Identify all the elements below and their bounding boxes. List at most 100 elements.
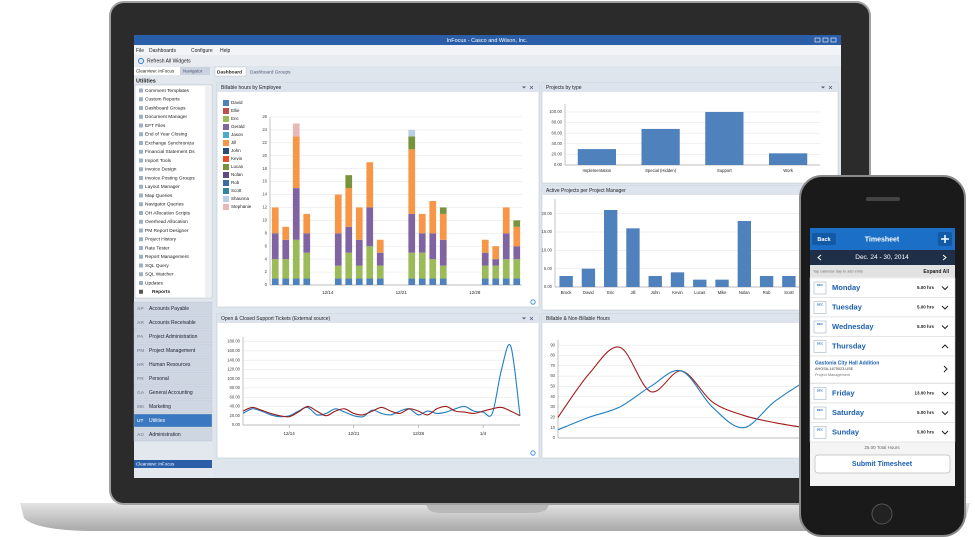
module-code: PM (137, 348, 144, 354)
tree-item[interactable]: Financial Statement Ds (145, 149, 195, 155)
phone: Back Timesheet Dec. 24 - 30, 2014 Tap calen… (799, 175, 966, 537)
bar-segment (513, 246, 521, 260)
bar (559, 276, 573, 287)
menu-item[interactable]: Help (220, 48, 231, 54)
dashboard-tab[interactable] (214, 66, 247, 77)
bar-segment (513, 226, 521, 247)
next-week[interactable] (942, 254, 947, 261)
module-row[interactable] (133, 413, 213, 428)
tree-item[interactable]: PM Report Designer (145, 228, 189, 234)
day-row[interactable] (809, 422, 956, 443)
module-row[interactable] (133, 329, 213, 344)
widget-close[interactable] (828, 85, 833, 90)
tree-item[interactable]: Rate Tester (145, 245, 170, 251)
sidebar-tab-label[interactable]: Navigator (183, 69, 203, 74)
back-button[interactable] (812, 233, 836, 245)
module-row[interactable] (133, 357, 213, 372)
bar-segment (502, 278, 510, 285)
tree-item[interactable]: Invoice Posting Groups (145, 175, 195, 181)
tree-item[interactable]: Invoice Design (145, 167, 177, 173)
x-tick-label: 12/21 (348, 431, 360, 436)
phone-speaker (866, 197, 900, 201)
x-tick-label: Implementation (583, 168, 612, 173)
refresh-icon (138, 58, 144, 64)
tree-item[interactable]: Project History (145, 237, 177, 243)
tree-item[interactable]: EFT Files (145, 123, 166, 129)
day-chevron (941, 305, 949, 310)
phone-screen: Back Timesheet Dec. 24 - 30, 2014 Tap calen… (809, 228, 956, 474)
add-icon (941, 235, 949, 243)
widget-menu[interactable] (522, 86, 526, 89)
menu-item[interactable]: File (136, 48, 144, 54)
bar-segment (408, 149, 416, 214)
sidebar-tab-label[interactable]: Clearview: InFocus (136, 69, 175, 74)
widget-header (542, 83, 838, 92)
tree-item[interactable]: OH Allocation Scripts (145, 210, 191, 216)
tree-item[interactable]: Exchange Synchroniza (145, 140, 194, 146)
submit-button[interactable] (814, 454, 951, 474)
tree-item[interactable]: End of Year Closing (145, 132, 187, 138)
day-name: Tuesday (832, 302, 863, 311)
tree-icon (139, 184, 143, 189)
expand-all[interactable]: Expand All (923, 269, 949, 275)
menu-item[interactable]: Dashboards (149, 48, 176, 54)
tree-item[interactable]: Overhead Allocation (145, 219, 188, 225)
bar-segment (439, 213, 447, 240)
tree-item[interactable]: Dashboard Groups (145, 105, 186, 111)
module-row[interactable] (133, 301, 213, 316)
menu-item[interactable]: Configure (191, 48, 213, 54)
x-tick-label: Special (Hidden) (645, 168, 677, 173)
module-row[interactable] (133, 371, 213, 386)
widget-menu[interactable] (821, 86, 825, 89)
sidebar-section: Utilities (136, 78, 156, 84)
module-row[interactable] (133, 343, 213, 358)
legend-swatch (223, 140, 229, 146)
tree-item[interactable]: Reports (152, 289, 170, 295)
title-bar (134, 35, 841, 45)
module-row[interactable] (133, 427, 213, 442)
tree-item[interactable]: Custom Reports (145, 97, 180, 103)
prev-week[interactable] (817, 254, 822, 261)
module-label: Personal (149, 376, 169, 382)
widget-refresh[interactable] (530, 299, 536, 305)
y-tick-label: 0.00 (554, 162, 563, 167)
widget-close[interactable] (529, 85, 534, 90)
widget-menu[interactable] (522, 317, 526, 320)
bar-segment (345, 278, 353, 285)
y-tick-label: 2 (265, 269, 268, 274)
phone-title: Timesheet (865, 236, 900, 243)
tree-item[interactable]: Map Queries (145, 193, 173, 199)
module-row[interactable] (133, 385, 213, 400)
module-label: Marketing (149, 404, 171, 410)
tree-item[interactable]: Layout Manager (145, 184, 180, 190)
tree-item[interactable]: Navigator Queries (145, 202, 184, 208)
bar-segment (408, 252, 416, 279)
home-button[interactable] (871, 503, 893, 525)
widget-close[interactable] (529, 316, 534, 321)
y-tick-label: 20.00 (552, 152, 563, 157)
y-tick-label: 24 (262, 127, 267, 132)
tree-item[interactable]: SQL Watcher (145, 272, 174, 278)
module-row[interactable] (133, 315, 213, 330)
bar (604, 210, 618, 287)
tree-item[interactable]: Import Tools (145, 158, 172, 164)
window-control[interactable] (822, 37, 829, 43)
window-control[interactable] (830, 37, 837, 43)
tree-item[interactable]: Updates (145, 280, 163, 286)
toolbar-button[interactable]: Refresh All Widgets (147, 58, 191, 64)
entry-row[interactable] (809, 355, 956, 384)
tree-item[interactable]: Comment Templates (145, 88, 190, 94)
bar (670, 272, 685, 287)
module-row[interactable] (133, 399, 213, 414)
tree-icon (139, 263, 143, 268)
bar-segment (429, 259, 437, 279)
module-code: AD (137, 432, 144, 438)
dashboard-tab-label[interactable]: Dashboard Groups (250, 69, 291, 75)
tree-item[interactable]: SQL Query (145, 263, 169, 269)
window-control[interactable] (814, 37, 821, 43)
tree-item[interactable]: Document Manager (145, 114, 188, 120)
widget-refresh[interactable] (530, 450, 536, 456)
bar-segment (439, 207, 447, 214)
tree-item[interactable]: Report Management (145, 254, 189, 260)
